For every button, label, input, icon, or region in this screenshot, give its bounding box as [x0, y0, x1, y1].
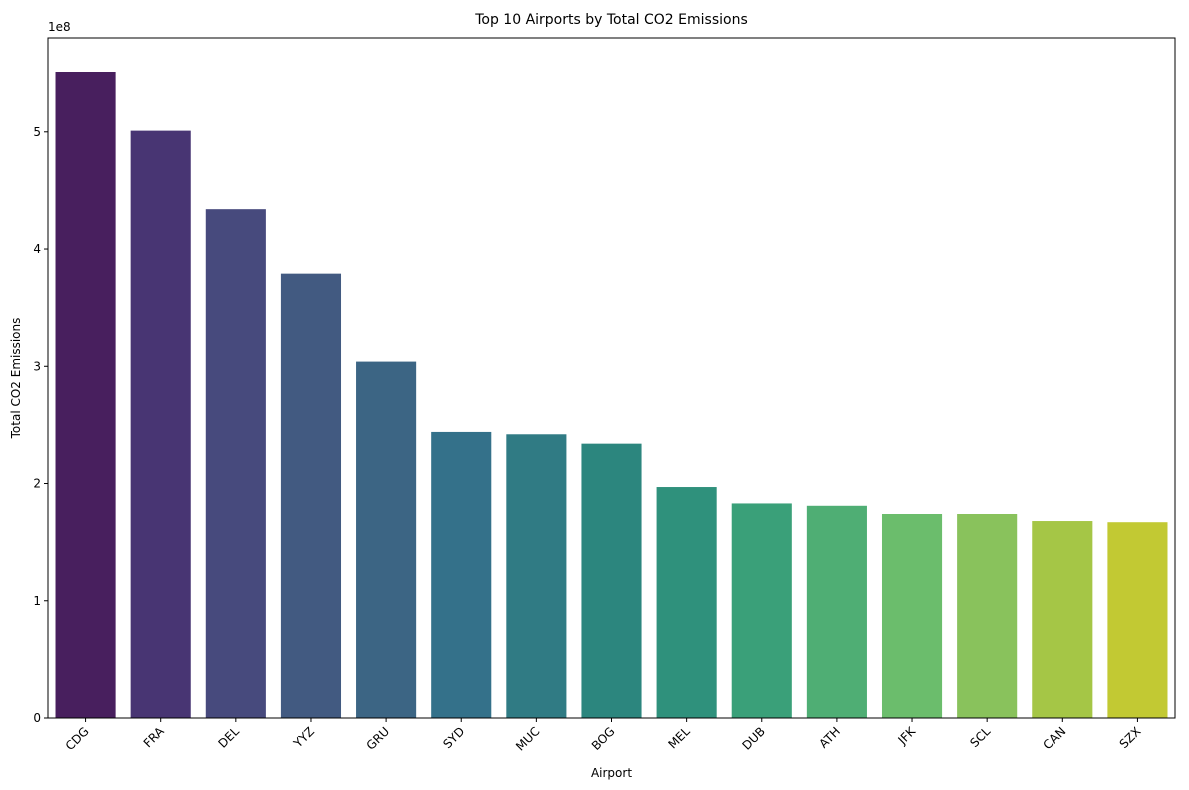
- y-axis-offset-label: 1e8: [48, 20, 71, 34]
- y-ticks-group: 0 1 2 3 4 5: [33, 125, 48, 725]
- x-tick-label: MEL: [665, 724, 693, 752]
- x-tick-label: DUB: [739, 724, 767, 752]
- bar-mel: [656, 487, 717, 718]
- y-tick-label: 3: [33, 359, 41, 373]
- bar-del: [205, 209, 266, 718]
- bars-group: [55, 72, 1168, 718]
- bar-jfk: [881, 514, 943, 718]
- x-ticks-group: CDG FRA DEL YYZ GRU SYD MUC BOG MEL DUB ATH JFK SCL C…: [63, 718, 1144, 754]
- bar-bog: [581, 443, 642, 718]
- x-tick-label: BOG: [589, 724, 618, 753]
- y-tick-label: 2: [33, 477, 41, 491]
- y-tick-label: 0: [33, 711, 41, 725]
- bar-gru: [356, 361, 417, 718]
- bar-szx: [1107, 522, 1168, 718]
- bar-ath: [806, 505, 867, 718]
- x-tick-label: CDG: [63, 724, 92, 753]
- bar-dub: [731, 503, 792, 718]
- x-axis-title: Airport: [591, 766, 632, 780]
- bar-yyz: [280, 273, 342, 718]
- x-tick-label: JFK: [895, 723, 919, 747]
- x-tick-label: YYZ: [290, 724, 317, 751]
- y-tick-label: 4: [33, 242, 41, 256]
- bar-muc: [506, 434, 567, 718]
- chart-title: Top 10 Airports by Total CO2 Emissions: [474, 12, 748, 28]
- x-tick-label: SZX: [1117, 724, 1144, 751]
- bar-syd: [431, 431, 492, 718]
- bar-scl: [957, 514, 1018, 718]
- y-tick-label: 5: [33, 125, 41, 139]
- x-tick-label: MUC: [513, 724, 542, 753]
- bar-cdg: [55, 72, 116, 718]
- x-tick-label: ATH: [816, 724, 843, 751]
- x-tick-label: SCL: [967, 724, 993, 750]
- x-tick-label: GRU: [364, 724, 393, 753]
- y-axis-title: Total CO2 Emissions: [9, 318, 23, 440]
- x-tick-label: DEL: [215, 724, 242, 751]
- x-tick-label: CAN: [1040, 724, 1068, 752]
- x-tick-label: FRA: [141, 724, 168, 751]
- plot-frame: [47, 37, 1176, 719]
- y-tick-label: 1: [33, 594, 41, 608]
- bar-can: [1032, 521, 1093, 718]
- x-tick-label: SYD: [440, 724, 467, 751]
- bar-fra: [130, 130, 191, 718]
